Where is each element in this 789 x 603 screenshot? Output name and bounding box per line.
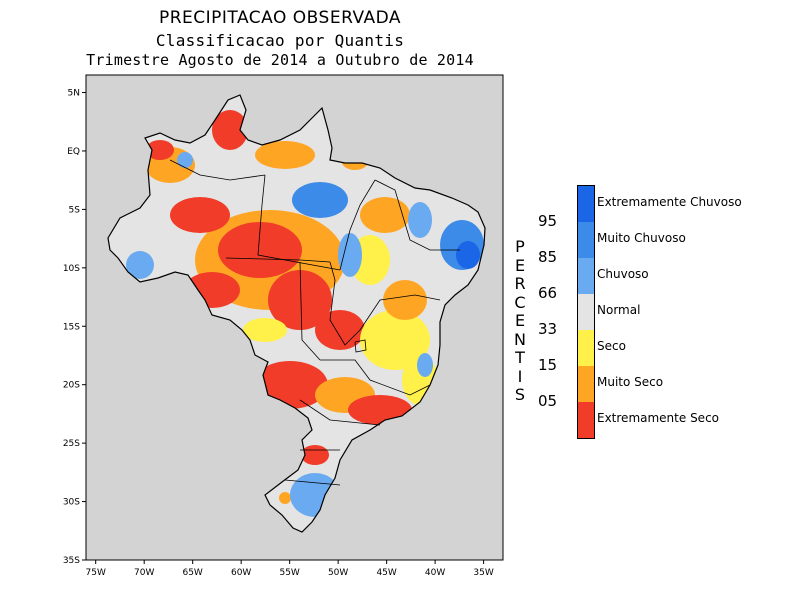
percentis-letter: I (517, 366, 523, 386)
legend-class-label: Extremamente Chuvoso (597, 195, 742, 209)
anomaly-blobs (126, 110, 484, 517)
legend-swatch (578, 330, 594, 366)
percentile-label: 15 (538, 356, 558, 374)
percentis-letter: S (514, 385, 526, 404)
lon-tick-label: 55W (279, 568, 299, 578)
lon-tick-label: 75W (86, 568, 106, 578)
lat-tick-label: 10S (63, 264, 80, 274)
legend-swatch (578, 366, 594, 402)
longitude-axis: 75W 70W 65W 60W 55W 50W 45W 40W 35W (86, 560, 494, 578)
percentis-letter: R (514, 274, 526, 293)
lon-tick-label: 65W (182, 568, 202, 578)
legend-class-label: Normal (597, 303, 641, 317)
percentis-letter: T (515, 348, 525, 367)
lat-tick-label: 30S (63, 498, 80, 508)
percentis-letter: N (514, 329, 526, 349)
legend-swatch (578, 258, 594, 294)
legend-swatch (578, 402, 594, 438)
percentile-label: 66 (538, 284, 558, 302)
legend-swatch (578, 186, 594, 222)
map-subtitle: Classificacao por Quantis (155, 31, 405, 50)
lon-tick-label: 70W (134, 568, 154, 578)
lon-tick-label: 35W (473, 568, 493, 578)
legend-swatch (578, 222, 594, 258)
latitude-axis: 5N EQ 5S 10S 15S 20S 25S 30S 35S (63, 89, 86, 566)
lon-tick-label: 40W (425, 568, 445, 578)
percentis-letter: C (514, 292, 526, 312)
legend-class-label: Chuvoso (597, 267, 649, 281)
legend-class-label: Seco (597, 339, 626, 353)
legend-swatch (578, 294, 594, 330)
legend-color-bar (577, 185, 595, 439)
lat-tick-label: 15S (63, 322, 80, 332)
lat-tick-label: 25S (63, 439, 80, 449)
lat-tick-label: EQ (67, 147, 80, 157)
percentile-label: 33 (538, 320, 558, 338)
percentile-label: 05 (538, 392, 558, 410)
percentis-letter: E (514, 311, 526, 330)
lat-tick-label: 5S (69, 205, 81, 215)
percentile-label: 95 (538, 212, 558, 230)
lat-tick-label: 35S (63, 556, 80, 566)
lon-tick-label: 45W (376, 568, 396, 578)
brazil-land (107, 94, 486, 533)
legend-class-label: Extremamente Seco (597, 411, 720, 425)
map-title: PRECIPITACAO OBSERVADA (158, 8, 402, 28)
percentis-letter: E (514, 255, 526, 275)
map-period: Trimestre Agosto de 2014 a Outubro de 20… (86, 51, 474, 69)
lon-tick-label: 50W (328, 568, 348, 578)
legend-class-label: Muito Chuvoso (597, 231, 686, 245)
lat-tick-label: 20S (63, 381, 80, 391)
percentile-label: 85 (538, 248, 558, 266)
lon-tick-label: 60W (231, 568, 251, 578)
state-borders (169, 159, 460, 486)
legend-class-label: Muito Seco (597, 375, 664, 389)
lat-tick-label: 5N (68, 89, 80, 99)
percentis-letter: P (515, 237, 525, 256)
